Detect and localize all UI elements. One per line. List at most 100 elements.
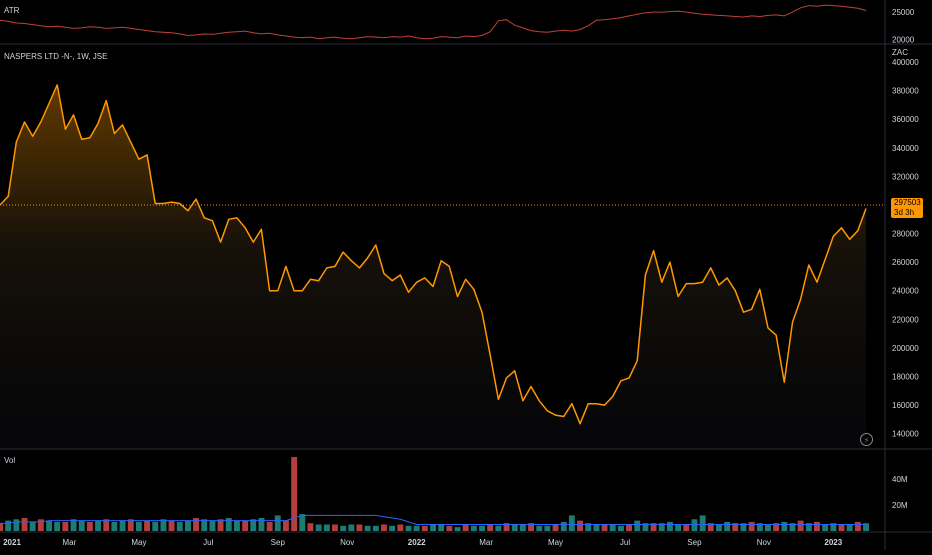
price-axis-tick: 180000 [892,373,919,382]
volume-bar [716,524,722,531]
volume-bar [618,525,624,531]
time-axis-label: Sep [687,538,702,547]
volume-bar [568,515,575,531]
volume-bar [773,523,780,531]
volume-bar [724,521,731,531]
volume-bar [266,521,273,531]
volume-bar [732,523,739,531]
bar-countdown: 3d 3h [894,208,915,217]
volume-bar [103,519,110,531]
atr-axis-tick: 25000 [892,8,915,17]
volume-bar [536,525,543,531]
volume-bar [601,524,608,531]
volume-title[interactable]: Vol [4,456,16,465]
volume-bar [675,524,682,531]
volume-bar [152,521,159,531]
volume-bar [397,524,404,531]
time-axis-label: May [131,538,146,547]
volume-bar [144,520,150,531]
volume-axis-tick: 20M [892,501,908,510]
volume-bar [46,520,52,531]
time-axis-label: 2021 [3,538,21,547]
volume-bar [413,525,420,531]
volume-bar [299,514,306,531]
atr-title[interactable]: ATR [4,6,20,15]
volume-bar [699,515,706,531]
volume-bar [234,520,240,531]
volume-bar [364,525,371,531]
volume-bar [830,523,837,531]
volume-bar [242,520,249,531]
volume-bar [86,521,93,531]
price-axis-tick: 320000 [892,172,919,181]
volume-bar [748,521,755,531]
volume-bar [332,524,338,531]
volume-bar [487,524,494,531]
volume-bar [54,521,61,531]
volume-bar [421,525,428,531]
volume-bar [372,525,379,531]
volume-bar [683,524,690,531]
time-axis-label: Jul [620,538,630,547]
volume-bar [283,520,289,531]
time-axis-label: Mar [479,538,493,547]
volume-bar [479,525,485,531]
volume-bar [0,523,3,531]
volume-bar [389,525,396,531]
lightning-icon[interactable]: ⚡ [860,433,873,446]
volume-bar [62,521,69,531]
volume-axis-tick: 40M [892,475,908,484]
volume-bar [70,519,77,531]
price-axis-tick: 360000 [892,115,919,124]
volume-bar [838,524,845,531]
volume-bar [552,524,559,531]
volume-bar [119,520,126,531]
volume-bar [405,525,412,531]
volume-bar [381,524,387,531]
volume-bar [814,521,820,531]
volume-bar [127,519,134,531]
volume-bar [193,518,199,531]
atr-series-layer [0,4,867,40]
time-axis-label: 2023 [824,538,842,547]
volume-bar [250,519,257,531]
price-axis[interactable]: 25000 20000 400000 380000 360000 340000 320000… [892,8,919,510]
volume-bar [593,524,600,531]
volume-bar [217,519,224,531]
volume-bar [658,523,665,531]
time-axis-label: Nov [340,538,354,547]
time-axis[interactable]: 2021 Mar May Jul Sep Nov 2022 Mar May Jul Sep Nov 20… [3,538,843,547]
volume-bar [201,519,208,531]
volume-bar [111,521,118,531]
volume-bar [168,520,175,531]
price-axis-tick: 400000 [892,58,919,67]
volume-bar [667,521,673,531]
volume-bar [642,523,649,531]
volume-bar [789,523,796,531]
volume-bar [356,524,363,531]
volume-bar [511,524,518,531]
volume-bar [797,520,804,531]
price-axis-tick: 340000 [892,144,919,153]
volume-bar [160,519,167,531]
volume-ma-layer [0,514,866,525]
volume-bar [560,521,567,531]
volume-bar [577,520,583,531]
volume-bar [274,515,281,531]
volume-bar [78,520,85,531]
price-area-layer [0,84,866,449]
atr-axis-tick: 20000 [892,35,915,44]
volume-bar [519,524,526,531]
symbol-title[interactable]: NASPERS LTD -N-, 1W, JSE [4,52,108,61]
volume-bar [822,524,829,531]
volume-bar [446,525,453,531]
price-area-fill [0,84,866,449]
volume-bar [528,523,534,531]
volume-bar [650,523,657,531]
volume-bar [756,523,763,531]
price-axis-tick: 240000 [892,287,919,296]
volume-bar [863,523,869,531]
price-axis-tick: 200000 [892,344,919,353]
